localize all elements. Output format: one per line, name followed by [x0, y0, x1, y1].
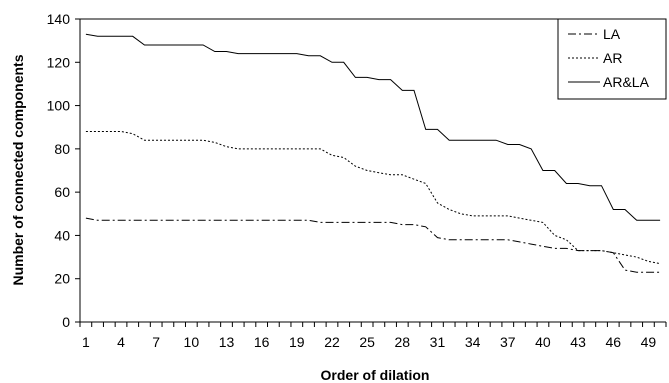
- x-tick-label: 22: [324, 334, 340, 350]
- y-tick-label: 120: [47, 54, 71, 70]
- x-axis-title: Order of dilation: [321, 367, 430, 383]
- series-line-ar: [85, 131, 661, 265]
- y-axis-title: Number of connected components: [10, 54, 26, 285]
- series-line-ar-la: [85, 33, 661, 221]
- x-tick-label: 43: [570, 334, 586, 350]
- x-tick-label: 28: [395, 334, 411, 350]
- x-axis-ticks: 1 4 7 10 13 16 19 22 25 28 31 34 37 40 43 46 49: [79, 322, 667, 350]
- x-tick-label: 10: [184, 334, 200, 350]
- series-layer: [85, 33, 661, 273]
- legend-label: AR: [603, 50, 622, 66]
- x-tick-label: 31: [430, 334, 446, 350]
- x-tick-label: 1: [82, 334, 90, 350]
- x-tick-label: 16: [254, 334, 270, 350]
- x-tick-label: 4: [117, 334, 125, 350]
- y-tick-label: 100: [47, 98, 71, 114]
- legend-label: AR&LA: [603, 74, 650, 90]
- legend-box: [557, 18, 667, 100]
- y-tick-label: 40: [54, 227, 70, 243]
- y-tick-label: 20: [54, 271, 70, 287]
- x-tick-label: 25: [359, 334, 375, 350]
- y-tick-label: 60: [54, 184, 70, 200]
- y-axis-ticks: 0 20 40 60 80 100 120 140: [47, 11, 80, 330]
- legend: LA AR AR&LA: [557, 18, 667, 100]
- x-tick-label: 34: [465, 334, 481, 350]
- x-tick-label: 40: [535, 334, 551, 350]
- x-tick-label: 46: [605, 334, 621, 350]
- series-line-la: [85, 217, 661, 273]
- x-tick-label: 13: [219, 334, 235, 350]
- x-tick-label: 7: [152, 334, 160, 350]
- x-tick-label: 49: [641, 334, 657, 350]
- x-tick-label: 19: [289, 334, 305, 350]
- y-tick-label: 0: [62, 314, 70, 330]
- x-tick-label: 37: [500, 334, 516, 350]
- y-tick-label: 140: [47, 11, 71, 27]
- legend-label: LA: [603, 26, 621, 42]
- y-tick-label: 80: [54, 141, 70, 157]
